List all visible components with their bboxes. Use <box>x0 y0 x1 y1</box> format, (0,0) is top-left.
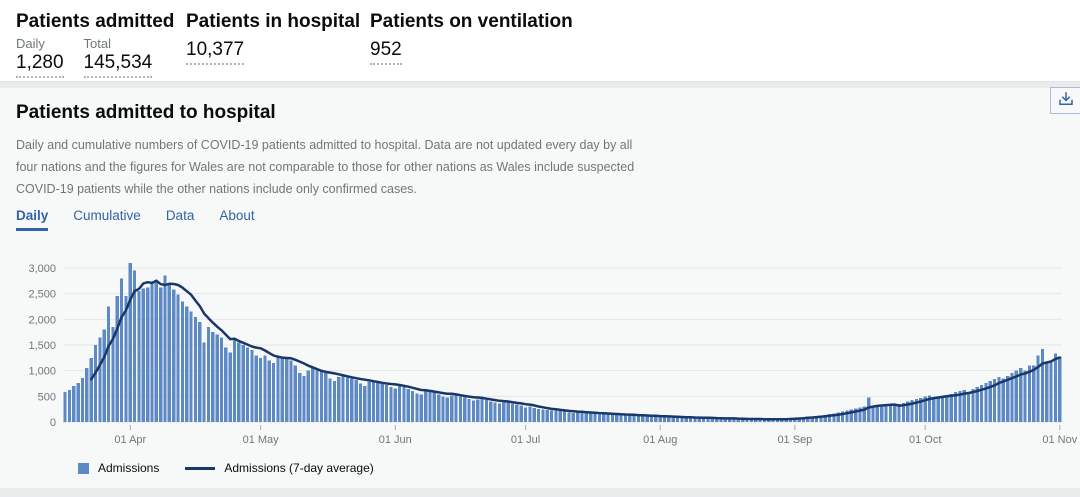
svg-text:500: 500 <box>38 391 56 403</box>
legend-label: Admissions <box>98 461 160 475</box>
svg-text:0: 0 <box>50 417 56 429</box>
svg-text:2,500: 2,500 <box>28 289 56 301</box>
panel-description: Daily and cumulative numbers of COVID-19… <box>16 138 635 196</box>
svg-text:1,500: 1,500 <box>28 340 56 352</box>
x-axis-labels: 01 Apr 01 May 01 Jun 01 Jul 01 Aug 01 Sep 01 O… <box>114 425 1078 446</box>
tab-cumulative[interactable]: Cumulative <box>73 208 141 223</box>
legend-label: Admissions (7-day average) <box>224 461 374 475</box>
metric-total: Total 145,534 <box>83 36 153 78</box>
svg-text:01 Apr: 01 Apr <box>114 434 146 446</box>
metric-value[interactable]: 1,280 <box>16 52 64 78</box>
svg-text:01 Nov: 01 Nov <box>1042 434 1077 446</box>
metric-value[interactable]: 145,534 <box>83 52 153 78</box>
svg-text:3,000: 3,000 <box>28 263 56 275</box>
stat-title: Patients admitted <box>16 11 175 32</box>
bar-swatch-icon <box>78 462 89 474</box>
tab-about[interactable]: About <box>219 208 255 223</box>
metric-value[interactable]: 952 <box>370 39 402 65</box>
svg-text:01 Aug: 01 Aug <box>643 434 677 446</box>
summary-stats-bar: Patients admitted Daily 1,280 Total 145,… <box>0 0 1080 82</box>
admissions-chart[interactable]: 0 500 1,000 1,500 2,000 2,500 3,000 01 Apr 01 Ma… <box>16 255 1078 447</box>
legend-item-admissions: Admissions <box>78 461 159 475</box>
tab-daily[interactable]: Daily <box>16 208 49 231</box>
download-button[interactable] <box>1050 87 1080 114</box>
svg-text:01 May: 01 May <box>243 434 280 446</box>
metric-label: Daily <box>16 36 45 51</box>
svg-text:01 Jun: 01 Jun <box>379 434 412 446</box>
tab-data[interactable]: Data <box>165 208 195 223</box>
stat-patients-admitted: Patients admitted Daily 1,280 Total 145,… <box>16 11 174 78</box>
stat-title: Patients on ventilation <box>370 11 573 32</box>
admissions-bars[interactable] <box>63 262 1062 422</box>
tab-bar: Daily Cumulative Data About <box>16 208 1064 231</box>
stat-patients-in-hospital: Patients in hospital 10,377 <box>186 11 360 65</box>
download-icon <box>1057 90 1075 111</box>
svg-text:2,000: 2,000 <box>28 314 56 326</box>
svg-text:01 Oct: 01 Oct <box>909 434 941 446</box>
y-axis-labels: 0 500 1,000 1,500 2,000 2,500 3,000 <box>28 263 56 429</box>
legend-item-average: Admissions (7-day average) <box>185 461 374 475</box>
metric-label: Total <box>83 36 112 51</box>
svg-text:01 Sep: 01 Sep <box>777 434 812 446</box>
line-swatch-icon <box>185 466 216 470</box>
metric-daily: Daily 1,280 <box>16 36 64 78</box>
svg-text:01 Jul: 01 Jul <box>511 434 540 446</box>
seven-day-average-line <box>89 279 1062 421</box>
metric-value[interactable]: 10,377 <box>186 39 245 65</box>
stat-title: Patients in hospital <box>186 11 361 32</box>
stat-patients-on-ventilation: Patients on ventilation 952 <box>370 11 573 65</box>
chart-legend: Admissions Admissions (7-day average) <box>78 461 1064 475</box>
admissions-panel: Patients admitted to hospital Daily and … <box>0 87 1080 488</box>
svg-text:1,000: 1,000 <box>28 366 56 378</box>
panel-title: Patients admitted to hospital <box>16 102 276 123</box>
